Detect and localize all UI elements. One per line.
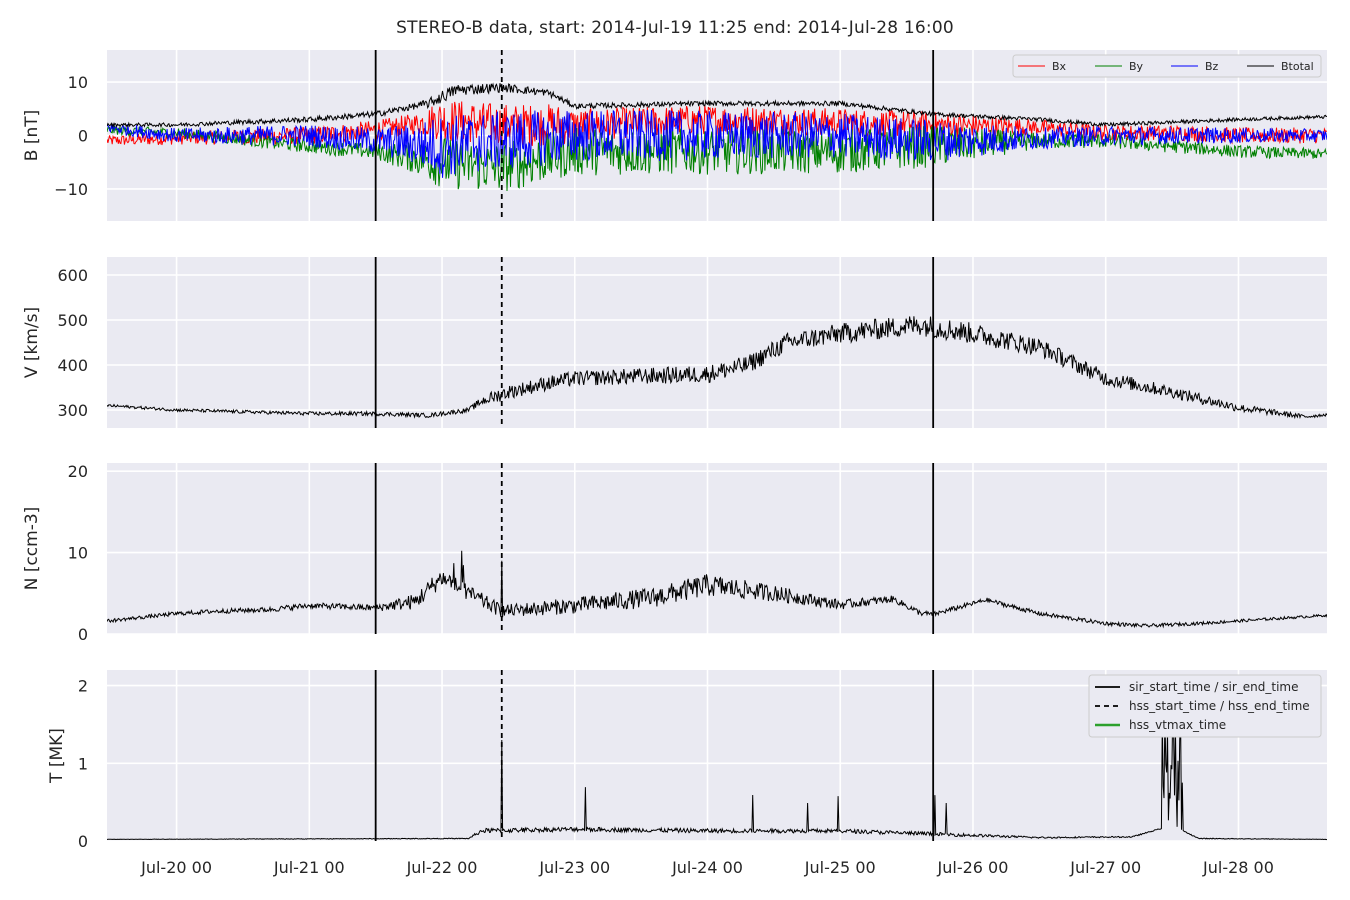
x-tick-label: Jul-21 00 [273, 858, 345, 877]
y-axis-label: N [ccm-3] [22, 507, 42, 591]
panel-B: −10 0 10 B [nT] Bx By Bz Btotal [22, 50, 1327, 221]
y-tick-label: 0 [78, 625, 88, 644]
y-tick-label: 10 [68, 73, 88, 92]
y-tick-label: 500 [57, 311, 88, 330]
x-tick-label: Jul-26 00 [937, 858, 1009, 877]
x-tick-label: Jul-27 00 [1069, 858, 1141, 877]
series-line-v [107, 316, 1327, 420]
chart-title: STEREO-B data, start: 2014-Jul-19 11:25 … [396, 18, 954, 38]
y-tick-label: 300 [57, 401, 88, 420]
y-tick-label: 1 [78, 754, 88, 773]
panel-N: 0 10 20 N [ccm-3] [22, 462, 1327, 644]
series-line-t [107, 706, 1327, 841]
y-tick-label: 10 [68, 544, 88, 563]
series-line-by [107, 124, 1327, 192]
y-tick-label: −10 [54, 180, 88, 199]
x-tick-label: Jul-24 00 [671, 858, 743, 877]
y-tick-label: 600 [57, 266, 88, 285]
y-axis-label: T [MK] [47, 728, 67, 784]
legend-label-bz: Bz [1205, 60, 1219, 73]
panel-T: Jul-20 00 Jul-21 00 Jul-22 00 Jul-23 00 Jul-… [47, 670, 1327, 877]
legend-box [1012, 54, 1322, 78]
series-line-btotal [107, 82, 1327, 129]
series-line-bz [107, 109, 1327, 178]
legend-box [1088, 674, 1322, 738]
legend-events: sir_start_time / sir_end_time hss_start_t… [1088, 674, 1322, 738]
legend-label-marker: sir_start_time / sir_end_time [1129, 680, 1299, 694]
y-tick-label: 0 [78, 832, 88, 851]
y-tick-label: 400 [57, 356, 88, 375]
y-axis-label: B [nT] [22, 110, 42, 162]
y-tick-label: 20 [68, 462, 88, 481]
x-tick-label: Jul-28 00 [1202, 858, 1274, 877]
legend-label-btotal: Btotal [1281, 60, 1314, 73]
legend-label-marker: hss_start_time / hss_end_time [1129, 699, 1310, 713]
x-tick-label: Jul-23 00 [538, 858, 610, 877]
legend-label-by: By [1129, 60, 1144, 73]
x-tick-label: Jul-22 00 [406, 858, 478, 877]
y-tick-label: 2 [78, 677, 88, 696]
x-tick-label: Jul-20 00 [140, 858, 212, 877]
panel-V-background [107, 257, 1327, 428]
panel-V: 300 400 500 600 V [km/s] [22, 257, 1327, 428]
x-tick-label: Jul-25 00 [804, 858, 876, 877]
y-tick-label: 0 [78, 127, 88, 146]
y-axis-label: V [km/s] [22, 307, 42, 378]
legend-b: Bx By Bz Btotal [1012, 54, 1322, 78]
legend-label-bx: Bx [1052, 60, 1067, 73]
legend-label-marker: hss_vtmax_time [1129, 718, 1226, 732]
series-line-n [107, 550, 1327, 629]
